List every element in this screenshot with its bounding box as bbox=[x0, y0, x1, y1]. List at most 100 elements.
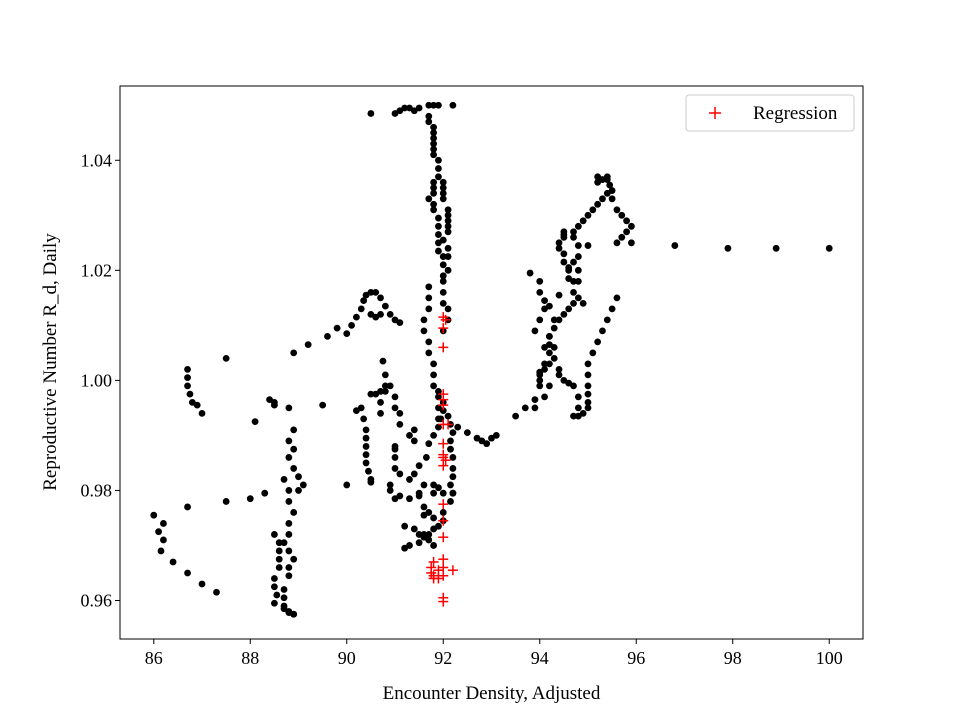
data-point bbox=[565, 275, 573, 282]
data-point bbox=[536, 316, 544, 324]
data-point bbox=[492, 432, 500, 439]
data-point bbox=[599, 195, 606, 203]
data-point bbox=[550, 324, 558, 332]
data-point bbox=[613, 239, 621, 247]
data-point bbox=[439, 253, 447, 260]
data-point bbox=[574, 222, 582, 230]
data-point bbox=[435, 522, 442, 530]
data-point bbox=[574, 277, 582, 285]
data-point bbox=[184, 374, 191, 382]
y-tick-label: 0.98 bbox=[81, 480, 113, 500]
data-point bbox=[425, 101, 433, 109]
data-point bbox=[401, 522, 409, 530]
data-point bbox=[430, 360, 438, 368]
data-point bbox=[444, 206, 452, 214]
data-point bbox=[365, 467, 372, 475]
data-point bbox=[560, 250, 568, 258]
data-point bbox=[825, 244, 833, 252]
y-axis: 0.96 0.98 1.00 1.02 1.04 bbox=[81, 150, 120, 610]
data-point bbox=[463, 429, 471, 437]
data-point bbox=[435, 165, 442, 172]
plot-frame bbox=[119, 85, 864, 640]
data-point bbox=[444, 253, 452, 260]
data-point bbox=[362, 426, 370, 434]
data-point bbox=[420, 481, 428, 489]
data-point bbox=[618, 233, 626, 241]
data-point bbox=[410, 437, 418, 445]
data-point bbox=[430, 432, 438, 439]
data-point bbox=[381, 387, 389, 395]
data-point bbox=[584, 404, 592, 412]
regression-point bbox=[438, 499, 449, 510]
data-point bbox=[381, 371, 389, 379]
data-point bbox=[439, 236, 447, 244]
data-point bbox=[285, 564, 293, 571]
data-point bbox=[444, 244, 452, 252]
data-point bbox=[570, 299, 577, 307]
data-point bbox=[584, 242, 592, 249]
data-point bbox=[454, 423, 462, 431]
data-point bbox=[184, 365, 191, 373]
data-point bbox=[574, 253, 582, 260]
data-point bbox=[584, 211, 592, 219]
data-point bbox=[608, 305, 616, 313]
data-point bbox=[628, 239, 635, 247]
data-point bbox=[512, 412, 520, 420]
data-point bbox=[574, 393, 582, 401]
data-point bbox=[386, 310, 394, 318]
data-point bbox=[439, 189, 447, 197]
data-point bbox=[444, 412, 452, 420]
data-point bbox=[613, 294, 621, 302]
data-point bbox=[724, 244, 732, 252]
data-point bbox=[430, 382, 438, 390]
data-point bbox=[449, 429, 457, 437]
data-point bbox=[285, 498, 293, 505]
data-point bbox=[570, 233, 577, 241]
data-point bbox=[410, 525, 418, 533]
data-point bbox=[391, 393, 399, 401]
data-point bbox=[367, 390, 375, 398]
data-point bbox=[435, 231, 442, 238]
data-point bbox=[435, 101, 442, 109]
data-point bbox=[377, 409, 384, 417]
data-point bbox=[560, 310, 568, 318]
data-point bbox=[444, 305, 452, 313]
data-point bbox=[285, 609, 293, 616]
regression-point bbox=[438, 438, 449, 449]
points-layer bbox=[150, 101, 833, 618]
data-point bbox=[184, 503, 191, 511]
data-point bbox=[285, 404, 293, 412]
data-point bbox=[584, 390, 592, 398]
data-point bbox=[391, 445, 399, 453]
y-tick-label: 0.96 bbox=[81, 590, 113, 610]
data-point bbox=[379, 357, 387, 365]
data-point bbox=[425, 531, 433, 538]
data-point bbox=[261, 489, 269, 497]
data-point bbox=[285, 572, 293, 580]
data-point bbox=[425, 118, 433, 126]
regression-point bbox=[438, 515, 449, 526]
data-point bbox=[570, 228, 577, 236]
data-point bbox=[295, 487, 302, 494]
data-point bbox=[584, 371, 592, 379]
regression-point bbox=[440, 455, 451, 466]
data-point bbox=[290, 426, 298, 434]
data-point bbox=[186, 390, 194, 398]
data-point bbox=[606, 181, 614, 189]
data-point bbox=[628, 222, 635, 230]
data-point bbox=[360, 415, 368, 423]
data-point bbox=[285, 487, 293, 494]
data-point bbox=[273, 591, 281, 599]
data-point bbox=[589, 206, 597, 214]
data-point bbox=[430, 184, 438, 192]
data-point bbox=[584, 360, 592, 368]
regression-point bbox=[428, 556, 439, 567]
data-point bbox=[396, 319, 404, 327]
data-point bbox=[439, 407, 447, 415]
regression-point bbox=[443, 419, 454, 430]
data-point bbox=[198, 580, 206, 588]
data-point bbox=[439, 261, 447, 269]
data-point bbox=[396, 421, 404, 428]
data-point bbox=[435, 484, 442, 492]
